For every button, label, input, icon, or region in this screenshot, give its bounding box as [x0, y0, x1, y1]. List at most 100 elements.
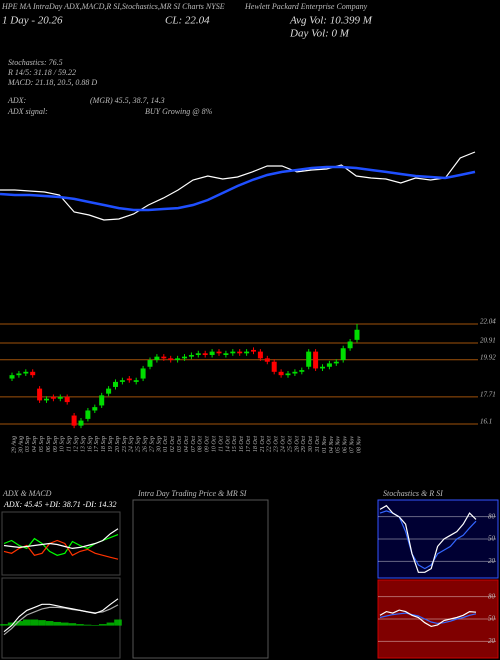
x-tick-label: 06 Sep	[46, 436, 52, 452]
series-line	[379, 612, 477, 625]
candle-body	[257, 351, 263, 359]
candle-body	[133, 380, 139, 382]
x-tick-label: 29 Oct	[301, 436, 307, 452]
y-tick-label: 20.91	[480, 337, 496, 345]
candle-body	[320, 366, 325, 369]
x-tick-label: 04 Sep	[31, 436, 38, 452]
x-tick-label: 18 Sep	[101, 436, 107, 452]
x-tick-label: 14 Oct	[224, 436, 231, 452]
candle-body	[333, 361, 339, 364]
histogram-bar	[91, 624, 99, 626]
x-tick-label: 17 Oct	[246, 436, 252, 452]
candle-body	[188, 354, 194, 357]
x-tick-label: 06 Nov	[343, 436, 349, 454]
candle-body	[299, 370, 305, 372]
x-tick-label: 21 Oct	[260, 436, 266, 452]
candle-body	[306, 351, 312, 367]
histogram-bar	[99, 624, 107, 626]
x-tick-label: 11 Oct	[218, 436, 224, 452]
candle-body	[230, 351, 236, 354]
intraday-panel	[132, 499, 269, 659]
x-tick-label: 01 Oct	[163, 436, 169, 452]
histogram-bar	[68, 623, 77, 626]
candle-body	[64, 397, 70, 403]
candle-body	[126, 378, 132, 381]
y-tick-label: 17.71	[480, 390, 496, 398]
x-tick-label: 17 Sep	[94, 436, 100, 452]
x-tick-label: 23 Oct	[274, 436, 280, 452]
y-tick-label: 80	[488, 592, 496, 600]
candle-body	[209, 351, 215, 355]
x-tick-label: 25 Sep	[136, 436, 142, 452]
x-tick-label: 05 Sep	[39, 436, 45, 452]
x-tick-label: 12 Sep	[73, 436, 79, 452]
candle-body	[92, 407, 98, 411]
x-tick-label: 19 Sep	[108, 436, 114, 452]
candle-body	[78, 420, 84, 426]
macd-panel	[1, 577, 121, 659]
candle-body	[16, 373, 22, 376]
x-tick-label: 16 Sep	[87, 436, 93, 452]
adx-label: ADX:	[7, 96, 27, 105]
candle-body	[30, 371, 36, 376]
header-avg-vol: Avg Vol: 10.399 M	[289, 15, 373, 27]
series-line	[0, 165, 476, 212]
candle-body	[251, 349, 256, 352]
candle-body	[23, 371, 29, 374]
x-tick-label: 05 Nov	[336, 436, 342, 454]
candle-body	[237, 351, 243, 354]
y-tick-label: 16.1	[480, 418, 492, 426]
candle-body	[313, 351, 319, 369]
x-tick-label: 23 Sep	[122, 436, 128, 452]
candle-body	[154, 356, 160, 361]
y-tick-label: 20	[488, 557, 496, 565]
histogram-bar	[23, 619, 31, 626]
x-tick-label: 20 Sep	[115, 436, 121, 452]
candle-body	[264, 358, 270, 362]
y-tick-label: 80	[488, 512, 496, 520]
candle-body	[71, 415, 77, 426]
candle-body	[147, 360, 153, 367]
x-tick-label: 03 Oct	[177, 436, 183, 452]
candle-body	[271, 361, 277, 372]
x-tick-label: 22 Oct	[267, 436, 273, 452]
candle-body	[202, 353, 208, 355]
header-title: HPE MA IntraDay ADX,MACD,R SI,Stochastic…	[1, 2, 225, 11]
x-tick-label: 02 Oct	[170, 436, 176, 452]
x-tick-label: 30 Oct	[308, 436, 314, 453]
y-tick-label: 50	[488, 615, 496, 623]
x-tick-label: 01 Nov	[322, 436, 328, 454]
x-tick-label: 08 Nov	[356, 436, 362, 454]
series-line	[3, 528, 119, 550]
x-tick-label: 29 Aug	[11, 436, 17, 453]
histogram-bar	[30, 619, 39, 626]
x-tick-label: 28 Oct	[294, 436, 300, 452]
candle-body	[9, 375, 15, 379]
x-tick-label: 08 Oct	[198, 436, 204, 452]
candle-body	[340, 348, 346, 361]
stochastics-text: Stochastics: 76.5	[8, 58, 63, 67]
candle-body	[168, 358, 174, 361]
x-tick-label: 26 Sep	[142, 436, 148, 452]
candle-body	[292, 371, 298, 374]
series-line	[3, 598, 119, 633]
adx-signal: BUY Growing @ 8%	[145, 107, 213, 116]
candle-body	[326, 363, 332, 367]
header-day-vol: Day Vol: 0 M	[289, 28, 350, 40]
candle-body	[244, 351, 250, 354]
x-tick-label: 25 Oct	[287, 436, 293, 452]
histogram-bar	[7, 622, 16, 626]
x-tick-label: 09 Sep	[53, 436, 59, 452]
x-tick-label: 07 Oct	[191, 436, 197, 452]
histogram-bar	[61, 622, 69, 626]
histogram-bar	[45, 621, 54, 626]
x-tick-label: 31 Oct	[315, 436, 321, 453]
x-tick-label: 13 Sep	[80, 436, 86, 452]
candle-body	[216, 351, 222, 354]
macd-text: MACD: 21.18, 20.5, 0.88 D	[7, 78, 97, 87]
histogram-bar	[114, 619, 122, 626]
candle-body	[161, 356, 167, 359]
histogram-bar	[0, 624, 8, 626]
